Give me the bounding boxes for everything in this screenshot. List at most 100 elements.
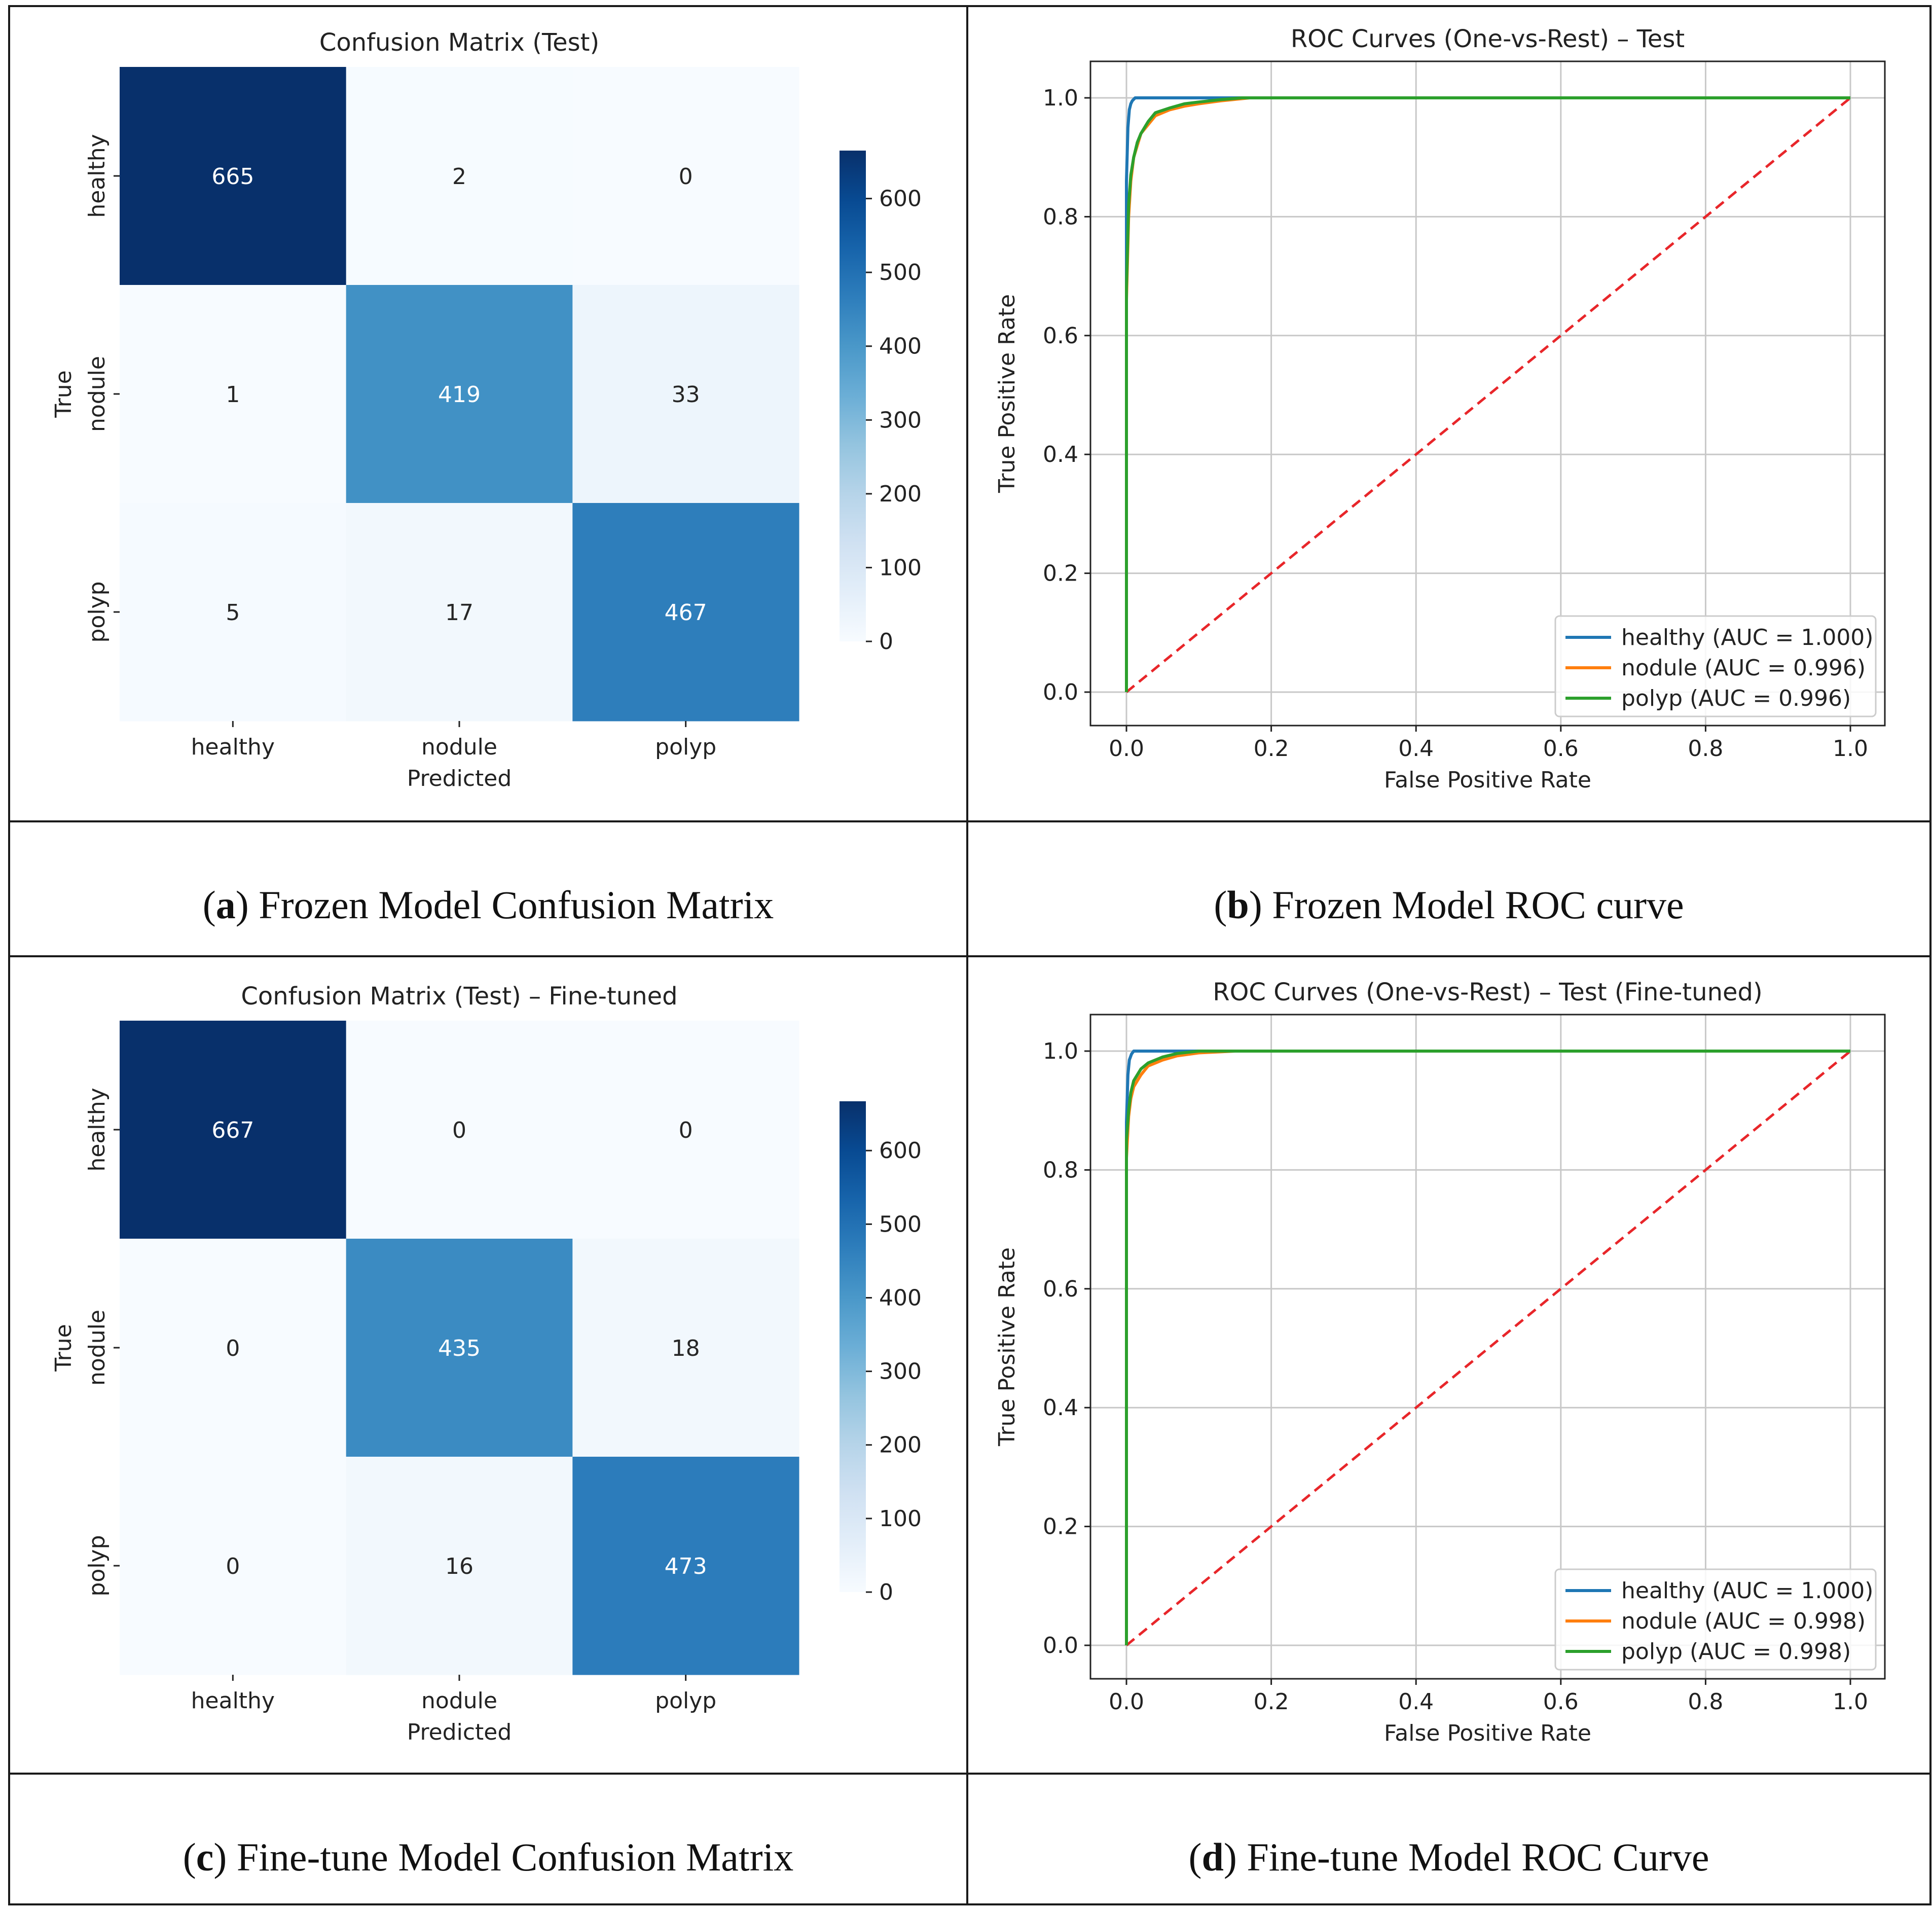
heatmap-cell bbox=[120, 285, 347, 503]
colorbar-tick-label: 200 bbox=[879, 1432, 922, 1458]
colorbar-tick-label: 500 bbox=[879, 260, 922, 285]
caption-d-text: Fine-tune Model ROC Curve bbox=[1236, 1835, 1709, 1879]
colorbar-tick-label: 600 bbox=[879, 1138, 922, 1164]
legend-box bbox=[1554, 1568, 1877, 1671]
colorbar-tick-label: 300 bbox=[879, 1359, 922, 1385]
colorbar bbox=[840, 151, 866, 641]
caption-c-letter: c bbox=[196, 1835, 214, 1879]
legend-box bbox=[1554, 615, 1877, 717]
cell-value-label: 667 bbox=[211, 1118, 254, 1143]
heatmap-cell bbox=[346, 1239, 573, 1457]
roc-series-healthy bbox=[1125, 96, 1850, 692]
heatmap-cell bbox=[346, 1457, 573, 1675]
y-tick-label: 0.2 bbox=[1043, 561, 1078, 587]
x-axis-label: Predicted bbox=[407, 1719, 512, 1745]
y-tick-label: 1.0 bbox=[1043, 85, 1078, 111]
x-tick-label: 0.8 bbox=[1688, 1689, 1723, 1715]
heatmap-cell bbox=[120, 1239, 347, 1457]
heatmap-cell bbox=[346, 67, 573, 285]
cell-value-label: 435 bbox=[438, 1336, 481, 1361]
y-tick-label: 0.4 bbox=[1043, 442, 1078, 467]
chart-title: Confusion Matrix (Test) bbox=[319, 28, 599, 57]
y-tick-label: 0.6 bbox=[1043, 1276, 1078, 1302]
y-tick-label: 0.8 bbox=[1043, 204, 1078, 230]
heatmap-cell bbox=[572, 503, 799, 722]
colorbar-tick-label: 100 bbox=[879, 1506, 922, 1532]
colorbar-tick-label: 100 bbox=[879, 555, 922, 581]
heatmap-cell bbox=[120, 503, 347, 722]
heatmap-cell bbox=[120, 67, 347, 285]
y-axis-label: True bbox=[51, 370, 77, 418]
caption-d: (d) Fine-tune Model ROC Curve bbox=[1188, 1835, 1709, 1879]
cell-value-label: 0 bbox=[452, 1118, 466, 1143]
x-axis-label: False Positive Rate bbox=[1384, 1720, 1591, 1746]
colorbar-tick-label: 200 bbox=[879, 481, 922, 507]
caption-a-text: Frozen Model Confusion Matrix bbox=[248, 883, 774, 927]
heatmap-cell bbox=[572, 285, 799, 503]
chart-title: ROC Curves (One-vs-Rest) – Test (Fine-tu… bbox=[1213, 978, 1762, 1006]
chance-diagonal-line bbox=[1125, 97, 1851, 693]
y-tick-label: polyp bbox=[84, 1535, 110, 1596]
colorbar bbox=[840, 1101, 866, 1592]
y-tick-label: 1.0 bbox=[1043, 1038, 1078, 1064]
y-axis-label: True Positive Rate bbox=[994, 294, 1020, 493]
colorbar-tick-label: 0 bbox=[879, 629, 893, 655]
cell-value-label: 467 bbox=[665, 600, 707, 626]
legend-label: polyp (AUC = 0.996) bbox=[1621, 686, 1851, 711]
chance-diagonal-line bbox=[1125, 1050, 1851, 1646]
x-tick-label: polyp bbox=[655, 1688, 716, 1714]
heatmap-cell bbox=[346, 1021, 573, 1239]
plot-frame bbox=[1089, 60, 1886, 727]
legend-label: polyp (AUC = 0.998) bbox=[1621, 1639, 1851, 1665]
plot-frame bbox=[1089, 1014, 1886, 1680]
y-tick-label: 0.6 bbox=[1043, 323, 1078, 349]
cell-value-label: 0 bbox=[679, 164, 693, 190]
legend-label: healthy (AUC = 1.000) bbox=[1621, 625, 1873, 651]
legend-label: nodule (AUC = 0.996) bbox=[1621, 655, 1866, 681]
caption-c-text: Fine-tune Model Confusion Matrix bbox=[227, 1835, 794, 1879]
y-tick-label: 0.0 bbox=[1043, 1633, 1078, 1659]
x-tick-label: polyp bbox=[655, 734, 716, 760]
heatmap-cell bbox=[120, 1457, 347, 1675]
x-tick-label: 0.6 bbox=[1543, 1689, 1579, 1715]
cell-value-label: 2 bbox=[452, 164, 466, 190]
caption-b-text: Frozen Model ROC curve bbox=[1262, 883, 1684, 927]
y-tick-label: 0.8 bbox=[1043, 1157, 1078, 1183]
y-tick-label: healthy bbox=[84, 1088, 110, 1171]
x-tick-label: 0.8 bbox=[1688, 736, 1723, 762]
x-tick-label: 0.4 bbox=[1398, 736, 1434, 762]
colorbar-tick-label: 400 bbox=[879, 1285, 922, 1311]
cell-value-label: 16 bbox=[445, 1554, 473, 1579]
cell-value-label: 0 bbox=[679, 1118, 693, 1143]
cell-value-label: 0 bbox=[226, 1336, 240, 1361]
x-axis-label: Predicted bbox=[407, 766, 512, 791]
cell-value-label: 665 bbox=[211, 164, 254, 190]
caption-c: (c) Fine-tune Model Confusion Matrix bbox=[183, 1835, 794, 1879]
y-axis-label: True bbox=[51, 1324, 77, 1372]
cell-value-label: 33 bbox=[672, 382, 700, 408]
x-tick-label: nodule bbox=[421, 734, 497, 760]
y-tick-label: 0.2 bbox=[1043, 1514, 1078, 1540]
heatmap-cell bbox=[572, 1457, 799, 1675]
legend-label: nodule (AUC = 0.998) bbox=[1621, 1608, 1866, 1634]
y-tick-label: nodule bbox=[84, 1310, 110, 1386]
heatmap-cell bbox=[346, 285, 573, 503]
y-tick-label: polyp bbox=[84, 581, 110, 642]
colorbar-tick-label: 0 bbox=[879, 1579, 893, 1605]
cell-value-label: 5 bbox=[226, 600, 240, 626]
caption-d-letter: d bbox=[1201, 1835, 1224, 1879]
heatmap-cell bbox=[572, 67, 799, 285]
x-tick-label: 1.0 bbox=[1833, 736, 1868, 762]
y-tick-label: 0.4 bbox=[1043, 1395, 1078, 1421]
cell-value-label: 473 bbox=[665, 1554, 707, 1579]
colorbar-tick-label: 300 bbox=[879, 407, 922, 433]
y-tick-label: nodule bbox=[84, 356, 110, 432]
colorbar-tick-label: 600 bbox=[879, 186, 922, 212]
cell-value-label: 419 bbox=[438, 382, 481, 408]
x-tick-label: 0.4 bbox=[1398, 1689, 1434, 1715]
